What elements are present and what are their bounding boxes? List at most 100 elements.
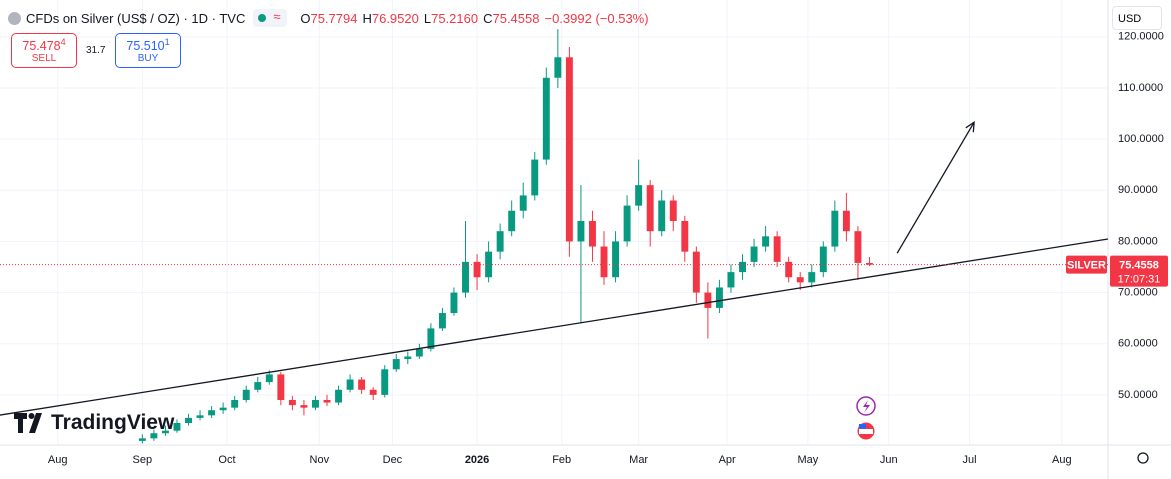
ohlc-label: L bbox=[423, 10, 432, 26]
ohlc-value: 75.7794 bbox=[310, 10, 358, 26]
buy-label: BUY bbox=[137, 53, 159, 65]
x-tick-label: Aug bbox=[48, 454, 68, 466]
candle-body bbox=[796, 277, 804, 283]
arrow bbox=[896, 121, 975, 254]
candle-body bbox=[150, 433, 158, 439]
candle-body bbox=[485, 251, 493, 278]
candle-body bbox=[288, 399, 296, 406]
candle-body bbox=[161, 430, 169, 434]
candle-body bbox=[196, 415, 204, 418]
arrow-head bbox=[965, 120, 975, 133]
candle-body bbox=[623, 205, 631, 242]
symbol-label-box bbox=[1066, 255, 1107, 274]
spread: 31.7 bbox=[86, 45, 106, 56]
ohlc-value: 75.4558 bbox=[492, 10, 540, 26]
price-label-box bbox=[1110, 255, 1168, 287]
x-tick-label: Nov bbox=[310, 454, 330, 466]
y-tick-label: 80.0000 bbox=[1118, 235, 1158, 247]
ohlc-label: O bbox=[300, 10, 311, 26]
candle-body bbox=[254, 382, 262, 390]
symbol[interactable]: CFDs on Silver (US$ / OZ) · 1D · TVC bbox=[26, 10, 246, 26]
candle-body bbox=[750, 246, 758, 262]
event-icon-flag bbox=[859, 424, 866, 429]
candle-body bbox=[508, 210, 516, 232]
candle-body bbox=[404, 356, 412, 360]
y-tick-label: 100.0000 bbox=[1118, 133, 1164, 145]
candle-body bbox=[819, 246, 827, 273]
logo: TradingView bbox=[14, 411, 174, 435]
ohlc-label: C bbox=[483, 10, 493, 26]
symbol-icon bbox=[8, 11, 21, 25]
candle-body bbox=[496, 231, 504, 252]
x-tick-label: Jul bbox=[962, 454, 976, 466]
logo-text: TradingView bbox=[51, 411, 175, 434]
candle-body bbox=[346, 379, 354, 390]
x-tick-label: May bbox=[798, 454, 819, 466]
currency: USD bbox=[1118, 13, 1142, 25]
sell-button[interactable]: 75.4784 SELL bbox=[11, 33, 77, 68]
x-tick-label: Feb bbox=[552, 454, 571, 466]
event-icon-bolt bbox=[863, 400, 870, 413]
x-tick-label: Apr bbox=[719, 454, 736, 466]
candle-body bbox=[577, 220, 585, 242]
sell-label: SELL bbox=[31, 53, 57, 65]
candle-body bbox=[427, 328, 435, 349]
candle-body bbox=[462, 261, 469, 293]
price-label: 75.4558 bbox=[1119, 260, 1159, 272]
x-tick-label: Sep bbox=[133, 454, 153, 466]
candle-body bbox=[831, 210, 839, 247]
candle-body bbox=[415, 348, 423, 357]
candle-body bbox=[785, 261, 793, 278]
x-tick-label: Dec bbox=[383, 454, 403, 466]
candle-body bbox=[669, 200, 677, 221]
currency-select[interactable]: USD bbox=[1112, 6, 1162, 30]
candle-body bbox=[392, 359, 400, 370]
ohlc-value: 76.9520 bbox=[371, 10, 419, 26]
candle-body bbox=[450, 292, 458, 314]
candle-body bbox=[231, 399, 239, 408]
candle-body bbox=[219, 407, 227, 411]
candle-body bbox=[715, 287, 723, 308]
candle-body bbox=[473, 261, 481, 278]
x-tick-label: Oct bbox=[218, 454, 235, 466]
candle-body bbox=[185, 417, 192, 424]
sell-price-digit: 4 bbox=[60, 37, 66, 47]
x-tick-label: Jun bbox=[880, 454, 898, 466]
candle-body bbox=[242, 389, 250, 400]
y-tick-label: 60.0000 bbox=[1118, 338, 1158, 350]
candle-body bbox=[565, 57, 573, 242]
candle-body bbox=[658, 200, 666, 232]
candle-body bbox=[727, 272, 735, 288]
candle-body bbox=[554, 57, 562, 78]
x-tick-label: Mar bbox=[629, 454, 648, 466]
header: CFDs on Silver (US$ / OZ) · 1D · TVC ≈ O… bbox=[8, 9, 649, 27]
candle-body bbox=[589, 220, 596, 247]
candle-body bbox=[635, 185, 643, 206]
event-icon-flag bbox=[859, 429, 873, 434]
candle-body bbox=[739, 261, 746, 273]
buy-button[interactable]: 75.5101 BUY bbox=[115, 33, 181, 68]
candle-body bbox=[312, 399, 319, 408]
y-tick-label: 50.0000 bbox=[1118, 389, 1158, 401]
candle-body bbox=[173, 423, 181, 431]
candle-body bbox=[335, 389, 343, 403]
candle-body bbox=[208, 410, 216, 416]
y-tick-label: 120.0000 bbox=[1118, 31, 1164, 43]
candle-body bbox=[854, 231, 862, 263]
change: −0.3992 (−0.53%) bbox=[544, 10, 649, 26]
candle-body bbox=[265, 374, 273, 383]
y-tick-label: 110.0000 bbox=[1118, 82, 1163, 94]
candle-body bbox=[692, 251, 700, 293]
y-tick-label: 70.0000 bbox=[1118, 286, 1158, 298]
settings-icon[interactable] bbox=[1137, 452, 1149, 464]
candle-body bbox=[542, 77, 550, 160]
ohlc-value: 75.2160 bbox=[431, 10, 479, 26]
candle-body bbox=[646, 185, 654, 232]
candle-body bbox=[369, 389, 377, 395]
candle-body bbox=[808, 272, 816, 283]
candle-body bbox=[762, 236, 770, 247]
x-tick-label: 2026 bbox=[465, 454, 489, 466]
status-badges[interactable]: ≈ bbox=[253, 9, 288, 27]
